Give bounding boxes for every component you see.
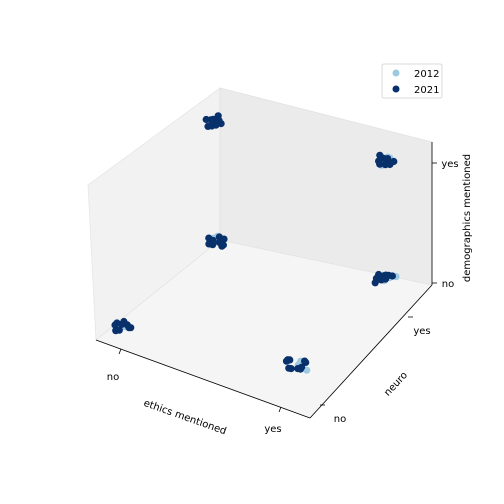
point-2021 [215,117,223,125]
point-2021 [287,365,295,373]
y-tick-label-no: no [334,414,346,425]
legend-marker-2012 [392,69,400,77]
legend: 2012 2021 [381,63,443,99]
point-2021 [111,321,119,329]
legend-label-2021: 2021 [414,85,439,96]
point-2021 [125,324,133,332]
point-2021 [375,157,383,165]
x-axis-line [95,339,311,419]
y-axis-line [309,284,433,419]
legend-label-2012: 2012 [414,69,439,80]
point-2021 [301,357,309,365]
point-2021 [384,155,392,163]
point-2021 [294,365,302,373]
point-2021 [284,356,292,364]
x-tick-yes [278,406,282,413]
point-2021 [115,326,123,334]
legend-marker-2021 [392,85,400,93]
y-tick-label-yes: yes [413,326,430,337]
x-tick-no [118,348,122,355]
point-2021 [215,238,223,247]
x-tick-label-no: no [107,372,119,383]
x-axis-label: ethics mentioned [142,398,228,437]
z-axis-label: demographics mentioned [462,154,473,282]
point-2021 [204,122,212,130]
z-tick-label-no: no [442,279,454,290]
point-2021 [381,275,390,283]
z-tick-label-yes: yes [441,159,458,170]
y-axis-label: neuro [382,370,410,399]
point-2021 [371,279,379,287]
point-2021 [205,240,213,248]
point-2021 [386,160,394,169]
x-tick-label-yes: yes [264,424,281,435]
point-2021 [205,234,213,242]
point-2021 [215,233,223,241]
point-2021 [120,317,128,326]
point-2021 [202,115,210,124]
data-points [111,112,400,374]
